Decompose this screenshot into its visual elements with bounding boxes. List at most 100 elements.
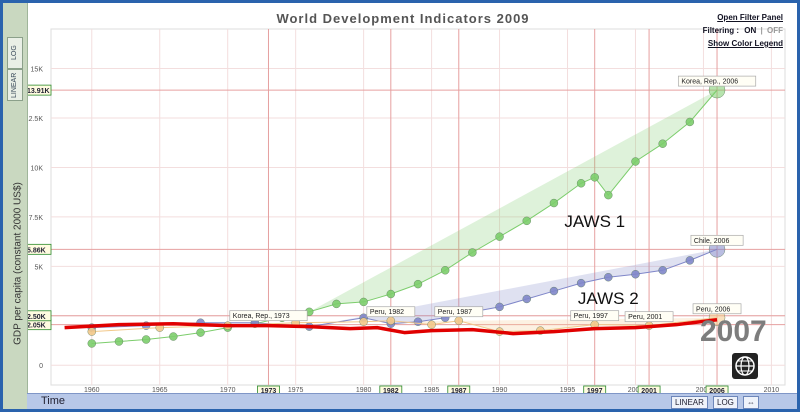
data-point-korea-rep — [685, 117, 695, 127]
highlight-year-label: 2001 — [641, 388, 657, 395]
data-point-korea-rep — [576, 179, 586, 188]
y-tick-label: 7.5K — [29, 215, 44, 222]
data-point-korea-rep — [386, 289, 396, 299]
data-point-korea-rep — [169, 332, 178, 341]
data-point-korea-rep — [658, 139, 667, 148]
point-label-box — [690, 234, 744, 246]
x-tick-label: 2000 — [628, 387, 644, 394]
jaws-annotation: JAWS 1 — [564, 212, 625, 231]
data-point-peru — [359, 317, 368, 326]
time-log-button[interactable]: LOG — [713, 396, 738, 409]
highlight-year-label: 1997 — [587, 388, 603, 395]
x-tick-label: 1980 — [356, 387, 372, 394]
data-point-korea-rep — [114, 337, 124, 346]
x-tick-label: 1975 — [288, 387, 304, 394]
point-label: Peru, 2001 — [628, 314, 662, 321]
trail-fan-korea-rep- — [309, 90, 718, 312]
data-point-korea-rep — [196, 328, 205, 337]
trail-fan-peru — [295, 317, 718, 332]
y-tick-label: 12.5K — [25, 116, 44, 123]
filtering-toggle: Filtering : ON | OFF — [702, 26, 783, 35]
x-tick-label: 1960 — [84, 387, 100, 394]
point-label: Peru, 1987 — [438, 309, 472, 316]
data-point-chile — [685, 256, 695, 265]
y-tick-label: 10K — [31, 165, 44, 172]
chart-svg: 1960 1965 1970 1975 1980 1985 1990 1995 2000 2005… — [24, 28, 786, 396]
y-tick-label: 0 — [39, 363, 43, 370]
swap-axes-icon[interactable]: ⇔ — [743, 396, 759, 409]
point-label-box — [692, 303, 742, 315]
data-point-peru — [454, 316, 463, 325]
linear-scale-button[interactable]: LINEAR — [7, 69, 23, 101]
open-filter-panel-link[interactable]: Open Filter Panel — [717, 13, 783, 22]
x-tick-label: 2010 — [764, 387, 780, 394]
filtering-label: Filtering : — [702, 26, 740, 35]
filtering-on-button[interactable]: ON — [744, 26, 757, 35]
data-point-korea-rep — [468, 248, 477, 257]
y-axis-label: GDP per capita (constant 2000 US$) — [12, 182, 24, 345]
highlight-value-label: 13.91K — [27, 88, 50, 95]
data-point-chile — [631, 270, 640, 279]
highlight-value-label: 2.50K — [27, 314, 46, 321]
point-label: Peru, 2006 — [696, 306, 730, 313]
data-point-chile — [522, 294, 531, 304]
highlight-value-label: 5.86K — [27, 247, 46, 254]
data-point-korea-rep — [631, 157, 640, 166]
highlight-year-label: 1973 — [261, 388, 277, 395]
point-label-box — [434, 306, 484, 318]
point-label-box — [677, 75, 757, 87]
time-linear-button[interactable]: LINEAR — [671, 396, 708, 409]
y-tick-label: 5K — [34, 264, 43, 271]
filtering-off-button[interactable]: OFF — [767, 26, 783, 35]
highlight-year-label: 1982 — [383, 388, 399, 395]
point-label: Peru, 1982 — [370, 309, 404, 316]
data-point-peru — [386, 316, 396, 325]
highlight-value-label: 2.05K — [27, 323, 46, 330]
data-point-chile — [658, 266, 667, 275]
show-color-legend-link[interactable]: Show Color Legend — [707, 39, 783, 48]
point-label: Korea, Rep., 1973 — [233, 313, 290, 320]
data-point-peru — [427, 320, 436, 329]
point-label-box — [570, 310, 620, 322]
data-point-korea-rep — [440, 266, 450, 275]
x-tick-label: 1995 — [560, 387, 576, 394]
data-point-chile — [604, 273, 613, 282]
highlight-year-label: 1987 — [451, 388, 467, 395]
data-point-chile — [576, 278, 586, 288]
x-tick-label: 2005 — [696, 387, 712, 394]
highlight-year-label: 2006 — [709, 388, 725, 395]
data-point-chile — [549, 286, 559, 296]
point-label: Korea, Rep., 2006 — [681, 79, 738, 86]
jaws-annotation: JAWS 2 — [578, 289, 639, 308]
data-point-korea-rep — [332, 299, 341, 309]
data-point-peru — [87, 327, 96, 336]
x-tick-label: 1985 — [424, 387, 440, 394]
data-point-korea-rep — [87, 339, 96, 348]
point-label-box — [366, 306, 416, 318]
data-point-korea-rep — [495, 232, 504, 241]
data-point-korea-rep — [413, 279, 423, 289]
data-point-korea-rep — [359, 297, 368, 307]
point-label: Chile, 2006 — [694, 238, 730, 245]
time-axis-bar: Time LINEAR LOG ⇔ — [27, 393, 797, 409]
point-label-box — [624, 311, 674, 323]
x-tick-label: 1970 — [220, 387, 236, 394]
point-label-box — [229, 310, 308, 322]
jaws-trend-line — [64, 317, 718, 336]
data-point-chile — [413, 317, 423, 326]
y-axis-sidebar: LOG LINEAR GDP per capita (constant 2000… — [3, 3, 28, 409]
data-point-korea-rep — [522, 216, 531, 226]
data-point-korea-rep — [604, 190, 613, 200]
x-tick-label: 1990 — [492, 387, 508, 394]
y-tick-label: 15K — [31, 67, 44, 74]
data-point-korea-rep — [549, 198, 559, 208]
filter-panel: Open Filter Panel Filtering : ON | OFF S… — [703, 11, 783, 50]
log-scale-button[interactable]: LOG — [7, 37, 23, 69]
data-point-korea-rep — [590, 173, 599, 182]
time-label: Time — [41, 395, 66, 407]
world-bank-logo-icon — [732, 353, 758, 379]
x-tick-label: 1965 — [152, 387, 168, 394]
chart-title: World Development Indicators 2009 — [276, 11, 530, 26]
data-point-chile — [495, 302, 504, 312]
